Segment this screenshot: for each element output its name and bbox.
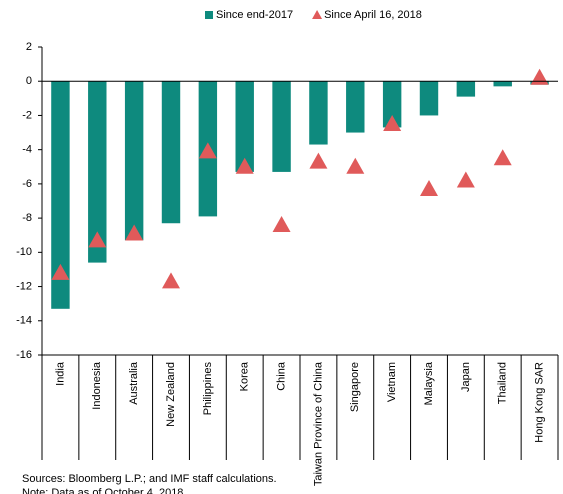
legend-swatch [312,10,323,19]
x-tick-label: Hong Kong SAR [533,362,545,443]
triangle-marker [88,231,107,248]
triangle-marker [346,157,365,174]
y-tick-label: -6 [22,178,32,190]
x-tick-label: Australia [128,361,140,405]
bar [51,81,70,309]
y-tick-label: -2 [22,109,32,121]
legend-label: Since April 16, 2018 [324,9,422,21]
bar [346,81,365,133]
bar [419,81,439,116]
bar [309,81,328,145]
y-tick-label: -14 [16,315,32,327]
triangle-marker [456,171,475,188]
x-tick-label: India [54,361,66,386]
bar [124,81,144,241]
legend-label: Since end-2017 [216,9,293,21]
triangle-marker [493,149,512,166]
bar [235,81,254,172]
bar [382,81,402,128]
y-tick-label: -16 [16,349,32,361]
x-tick-label: Vietnam [386,362,398,402]
x-tick-label: New Zealand [165,362,177,427]
triangle-marker [383,115,402,131]
y-tick-label: -4 [22,144,32,156]
y-tick-label: -10 [16,246,32,258]
x-tick-label: Malaysia [423,361,435,405]
triangle-marker [530,68,549,85]
y-tick-label: 0 [26,75,32,87]
x-tick-label: Taiwan Province of China [312,361,324,486]
x-tick-label: Korea [239,361,251,391]
x-tick-label: Indonesia [91,361,103,410]
y-tick-label: -8 [22,212,32,224]
triangle-marker [235,157,254,174]
x-tick-label: China [275,361,287,391]
triangle-marker [198,142,217,159]
triangle-marker [272,215,291,232]
note: Note: Data as of October 4, 2018. [22,487,186,494]
legend-swatch [205,11,213,19]
note: Sources: Bloomberg L.P.; and IMF staff c… [22,473,277,485]
triangle-marker [420,180,438,197]
x-tick-label: Thailand [497,362,509,404]
y-tick-label: 2 [26,41,32,53]
x-tick-label: Singapore [349,362,361,412]
y-tick-label: -12 [16,280,32,292]
x-tick-label: Philippines [202,362,214,416]
triangle-marker [125,224,144,241]
bar [493,81,512,87]
triangle-marker [162,272,180,289]
x-tick-label: Japan [460,362,472,392]
bar [272,81,291,172]
triangle-marker [309,152,328,169]
triangle-marker [51,263,70,280]
bar [161,81,181,224]
bar [88,81,107,263]
bar [456,81,476,97]
